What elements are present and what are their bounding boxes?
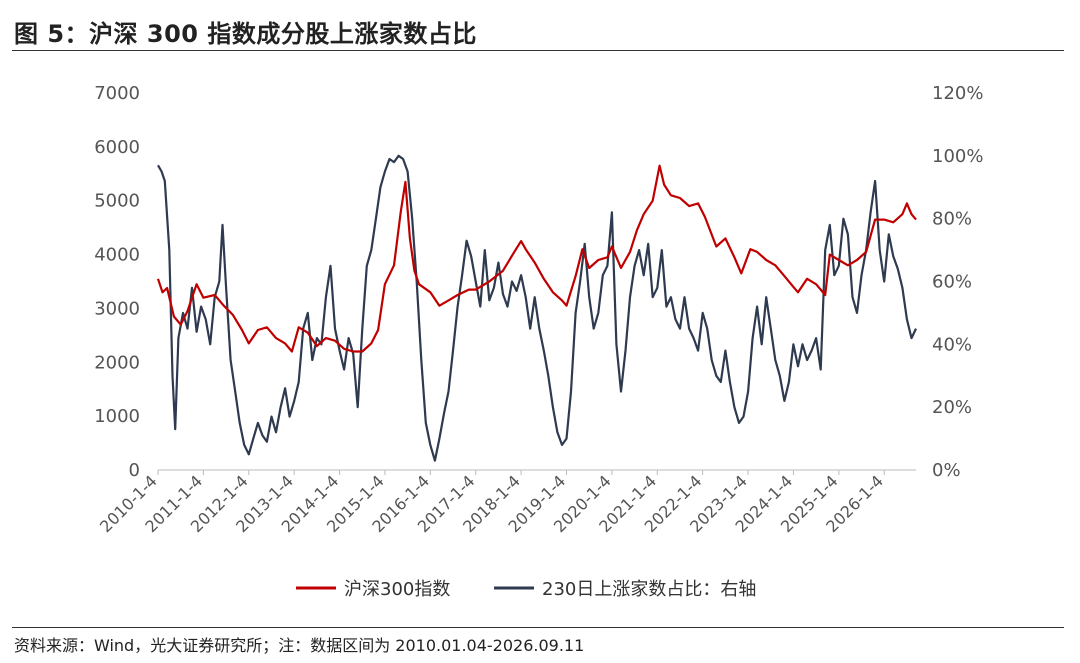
chart-legend: 沪深300指数 230日上涨家数占比：右轴 bbox=[296, 579, 756, 600]
y-right-tick-label: 20% bbox=[932, 397, 972, 418]
y-right-tick-label: 100% bbox=[932, 146, 983, 167]
y-right-tick-label: 120% bbox=[932, 83, 983, 104]
y-left-tick-label: 2000 bbox=[94, 352, 140, 373]
chart-series bbox=[156, 154, 917, 462]
y-left-tick-label: 3000 bbox=[94, 298, 140, 319]
y-left-tick-label: 4000 bbox=[94, 245, 140, 266]
y-left-tick-label: 5000 bbox=[94, 191, 140, 212]
legend-label-index: 沪深300指数 bbox=[344, 579, 450, 600]
chart-canvas: 0 1000 2000 3000 4000 5000 6000 7000 0% 20% 40% 60%… bbox=[94, 83, 983, 600]
y-left-tick-label: 1000 bbox=[94, 406, 140, 427]
y-left-tick-label: 7000 bbox=[94, 83, 140, 104]
y-right-tick-label: 80% bbox=[932, 209, 972, 230]
title-divider bbox=[12, 50, 1064, 51]
chart-title: 图 5：沪深 300 指数成分股上涨家数占比 bbox=[14, 20, 477, 48]
footer-divider bbox=[12, 627, 1064, 628]
y-right-tick-label: 60% bbox=[932, 272, 972, 293]
series-line-ratio bbox=[157, 154, 917, 462]
y-right-tick-label: 40% bbox=[932, 334, 972, 355]
series-line-index bbox=[156, 164, 917, 353]
y-right-tick-label: 0% bbox=[932, 460, 961, 481]
source-note: 资料来源：Wind，光大证券研究所；注：数据区间为 2010.01.04-202… bbox=[14, 636, 585, 655]
legend-label-ratio: 230日上涨家数占比：右轴 bbox=[542, 579, 756, 600]
y-left-tick-label: 0 bbox=[129, 460, 140, 481]
y-left-tick-label: 6000 bbox=[94, 137, 140, 158]
